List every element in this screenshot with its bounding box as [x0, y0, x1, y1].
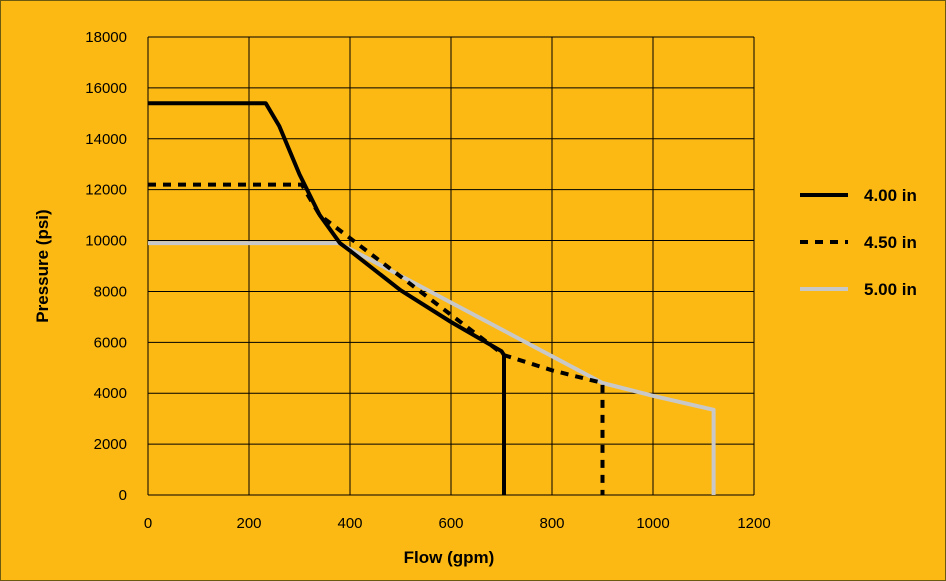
- x-tick-label: 200: [236, 515, 261, 532]
- y-tick-label: 8000: [94, 283, 127, 300]
- y-tick-label: 4000: [94, 385, 127, 402]
- legend-label: 5.00 in: [864, 280, 917, 299]
- x-tick-label: 600: [438, 515, 463, 532]
- x-tick-label: 0: [144, 515, 152, 532]
- y-tick-label: 10000: [85, 233, 127, 250]
- series-layer: [148, 101, 716, 495]
- series-line-2: [148, 241, 716, 495]
- legend-label: 4.00 in: [864, 186, 917, 205]
- legend: 4.00 in 4.50 in 5.00 in: [800, 186, 917, 299]
- y-tick-label: 12000: [85, 182, 127, 199]
- x-tick-labels: 0 200 400 600 800 1000 1200: [144, 515, 771, 532]
- y-tick-label: 0: [119, 487, 127, 504]
- series-line-1: [148, 182, 605, 495]
- x-tick-label: 400: [337, 515, 362, 532]
- legend-label: 4.50 in: [864, 233, 917, 252]
- x-tick-label: 1200: [737, 515, 770, 532]
- y-tick-label: 14000: [85, 131, 127, 148]
- y-tick-label: 2000: [94, 436, 127, 453]
- series-line-0: [148, 101, 506, 495]
- y-tick-labels: 0 2000 4000 6000 8000 10000 12000 14000 16000 180…: [85, 29, 127, 504]
- y-tick-label: 6000: [94, 334, 127, 351]
- y-tick-label: 18000: [85, 29, 127, 46]
- y-axis-title: Pressure (psi): [33, 209, 52, 322]
- x-tick-label: 800: [539, 515, 564, 532]
- x-axis-title: Flow (gpm): [404, 548, 495, 567]
- grid-layer: [147, 36, 755, 496]
- y-tick-label: 16000: [85, 80, 127, 97]
- x-tick-label: 1000: [636, 515, 669, 532]
